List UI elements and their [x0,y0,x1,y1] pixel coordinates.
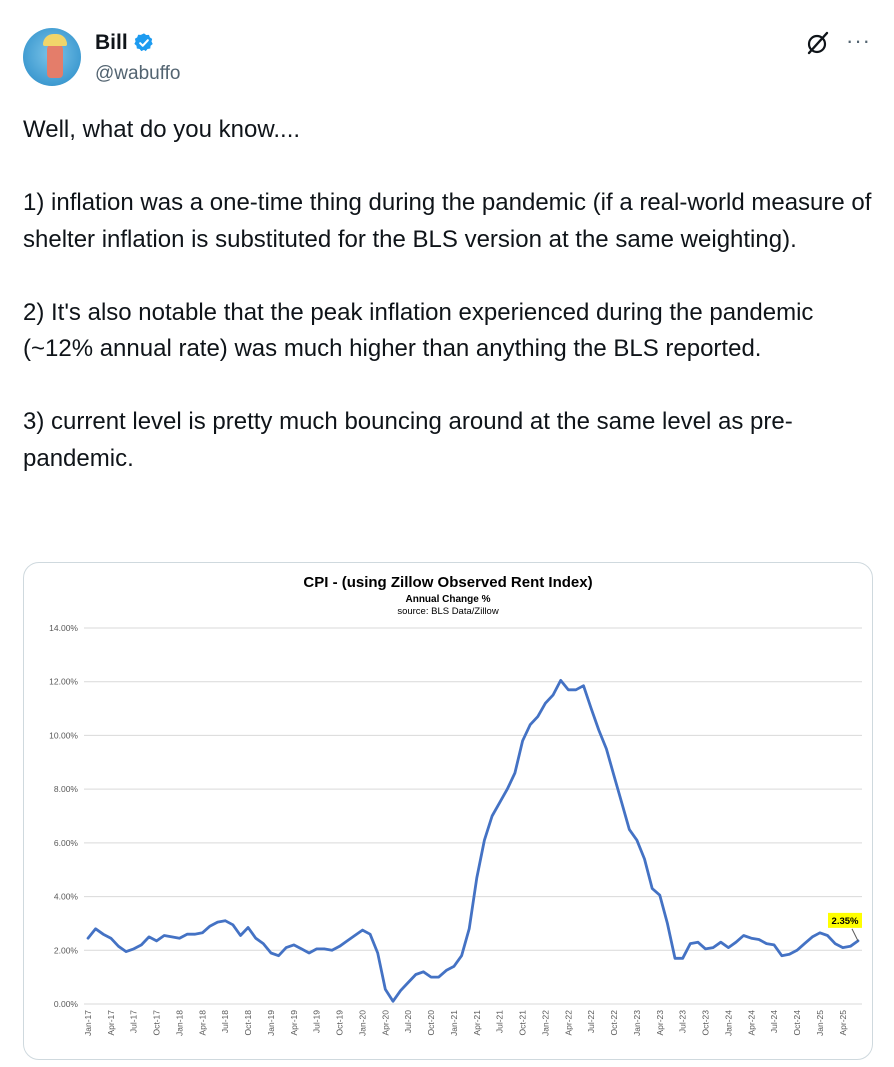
verified-badge-icon [134,33,153,52]
data-label-leader [851,928,859,942]
y-tick-label: 4.00% [54,892,79,902]
tweet-text: Well, what do you know.... 1) inflation … [23,112,873,477]
x-tick-label: Oct-18 [243,1010,253,1036]
x-tick-label: Jul-23 [678,1010,688,1033]
x-tick-label: Jan-19 [266,1010,276,1036]
x-tick-label: Apr-20 [380,1010,390,1036]
tweet-paragraph: 1) inflation was a one-time thing during… [23,189,872,253]
author-name[interactable]: Bill [95,31,128,54]
x-tick-label: Jan-18 [174,1010,184,1036]
x-tick-label: Apr-25 [838,1010,848,1036]
x-tick-label: Oct-20 [426,1010,436,1036]
x-tick-label: Jul-19 [312,1010,322,1033]
author-handle[interactable]: @wabuffo [95,63,181,84]
x-tick-label: Jul-21 [495,1010,505,1033]
x-tick-label: Oct-21 [518,1010,528,1036]
y-tick-label: 12.00% [49,677,78,687]
x-tick-label: Apr-24 [746,1010,756,1036]
x-tick-label: Jan-23 [632,1010,642,1036]
tweet-paragraph: 3) current level is pretty much bouncing… [23,408,793,472]
x-tick-label: Jan-20 [357,1010,367,1036]
x-tick-label: Jan-22 [540,1010,550,1036]
x-tick-label: Jul-24 [769,1010,779,1033]
x-tick-label: Jan-24 [723,1010,733,1036]
y-tick-label: 2.00% [54,945,79,955]
y-tick-label: 6.00% [54,838,79,848]
x-tick-label: Jan-21 [449,1010,459,1036]
y-tick-label: 8.00% [54,784,79,794]
x-tick-label: Jul-18 [220,1010,230,1033]
data-label-box [828,912,862,928]
chart-title: CPI - (using Zillow Observed Rent Index) [303,574,592,591]
y-tick-label: 0.00% [54,999,79,1009]
tweet-paragraph: 2) It's also notable that the peak infla… [23,298,814,363]
x-tick-label: Apr-21 [472,1010,482,1036]
chart-source: source: BLS Data/Zillow [397,606,499,617]
x-tick-label: Apr-18 [197,1010,207,1036]
tweet-paragraph: Well, what do you know.... [23,116,301,143]
y-tick-label: 10.00% [49,730,78,740]
data-label: 2.35% [832,916,859,927]
author-row: Bill [95,31,155,55]
line-chart: CPI - (using Zillow Observed Rent Index)… [49,574,862,1036]
x-tick-label: Apr-17 [106,1010,116,1036]
x-tick-label: Oct-23 [701,1010,711,1036]
x-tick-label: Jan-17 [83,1010,93,1036]
x-tick-label: Jul-22 [586,1010,596,1033]
grok-icon[interactable] [805,30,831,56]
x-tick-label: Oct-24 [792,1010,802,1036]
x-tick-label: Apr-23 [655,1010,665,1036]
series-line [86,679,860,1003]
avatar-figure [47,42,63,78]
more-options-icon[interactable]: ··· [846,28,871,53]
x-tick-label: Oct-19 [335,1010,345,1036]
avatar[interactable] [23,28,81,86]
x-tick-label: Jul-17 [129,1010,139,1033]
x-tick-label: Jan-25 [815,1010,825,1036]
chart-subtitle: Annual Change % [405,594,490,605]
media-card[interactable]: CPI - (using Zillow Observed Rent Index)… [23,562,873,1060]
x-tick-label: Apr-19 [289,1010,299,1036]
x-tick-label: Jul-20 [403,1010,413,1033]
x-tick-label: Oct-22 [609,1010,619,1036]
x-tick-label: Oct-17 [152,1010,162,1036]
y-tick-label: 14.00% [49,623,78,633]
x-tick-label: Apr-22 [563,1010,573,1036]
avatar-hat [43,34,67,46]
